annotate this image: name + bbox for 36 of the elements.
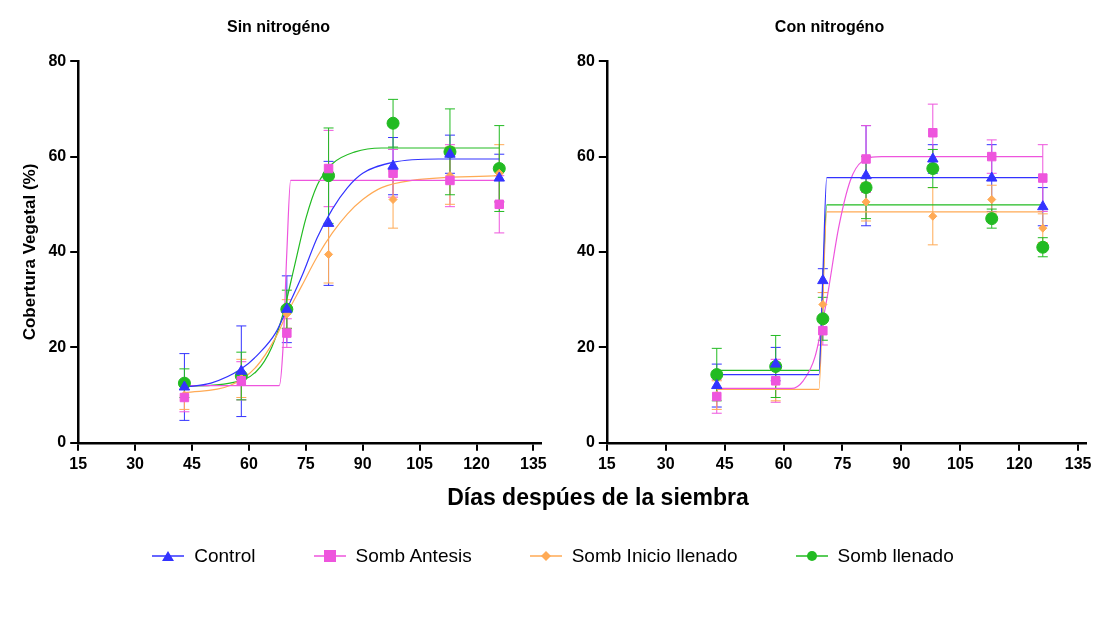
x-tick-label: 135 xyxy=(520,454,547,472)
x-tick-label: 75 xyxy=(296,454,315,472)
y-tick-label: 20 xyxy=(577,337,595,355)
chart-title: Con nitrogéno xyxy=(774,18,885,36)
x-axis-title: Días despúes de la siembra xyxy=(446,484,750,511)
x-tick-label: 105 xyxy=(406,454,434,472)
x-tick-label: 120 xyxy=(1005,454,1033,472)
x-tick-label: 30 xyxy=(126,454,145,472)
chart-title: Sin nitrogéno xyxy=(226,18,331,36)
legend-label: Somb Inicio llenado xyxy=(571,545,738,567)
x-tick-label: 90 xyxy=(353,454,372,472)
y-axis-title: Cobertura Vegetal (%) xyxy=(19,163,39,341)
x-tick-label: 90 xyxy=(892,454,911,472)
y-tick-label: 0 xyxy=(57,433,67,451)
x-tick-label: 105 xyxy=(946,454,974,472)
x-tick-label: 15 xyxy=(597,454,616,472)
x-tick-label: 120 xyxy=(463,454,490,472)
x-tick-label: 45 xyxy=(715,454,734,472)
y-tick-label: 20 xyxy=(48,337,67,355)
x-tick-label: 60 xyxy=(774,454,793,472)
x-tick-label: 135 xyxy=(1064,454,1092,472)
y-tick-label: 0 xyxy=(585,433,595,451)
legend-label: Somb llenado xyxy=(837,545,954,567)
legend-label: Somb Antesis xyxy=(355,545,472,567)
legend-label: Control xyxy=(194,545,256,567)
y-tick-label: 60 xyxy=(577,147,595,165)
y-tick-label: 40 xyxy=(48,242,67,260)
x-tick-label: 30 xyxy=(656,454,675,472)
x-tick-label: 60 xyxy=(240,454,258,472)
y-tick-label: 80 xyxy=(48,51,67,69)
x-tick-label: 75 xyxy=(833,454,852,472)
x-tick-label: 45 xyxy=(183,454,201,472)
y-tick-label: 60 xyxy=(48,147,67,165)
y-tick-label: 80 xyxy=(577,51,595,69)
x-tick-label: 15 xyxy=(69,454,88,472)
y-tick-label: 40 xyxy=(577,242,595,260)
